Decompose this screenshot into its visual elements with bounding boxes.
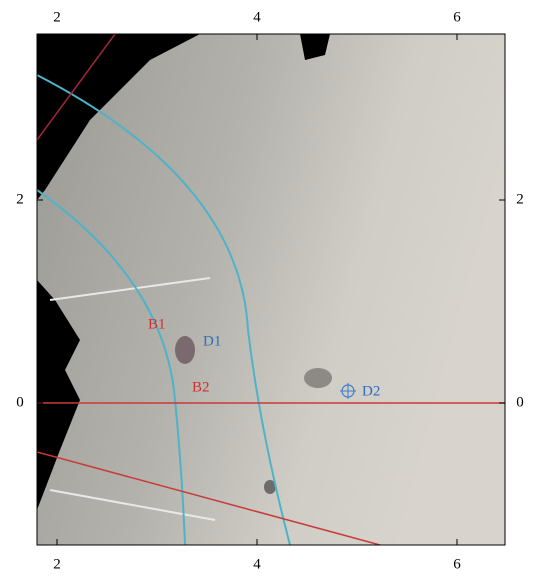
y-tick-label: 0	[516, 394, 524, 410]
annotation: B2	[192, 379, 210, 395]
x-tick-label: 2	[53, 9, 61, 25]
frame	[36, 33, 506, 546]
y-tick-label: 2	[516, 191, 524, 207]
axes: 2 2 4 4 6 6 2 2 0 0	[16, 9, 524, 572]
annotation: D1	[203, 333, 221, 349]
x-tick-label: 4	[253, 556, 261, 572]
x-tick-label: 2	[53, 556, 61, 572]
x-tick-label: 6	[453, 9, 461, 25]
y-tick-label: 2	[16, 191, 24, 207]
x-tick-label: 6	[453, 556, 461, 572]
x-tick-label: 4	[253, 9, 261, 25]
photo	[37, 34, 505, 545]
annotation: B1	[148, 316, 166, 332]
y-tick-label: 0	[16, 394, 24, 410]
annotation: D2	[362, 383, 380, 399]
